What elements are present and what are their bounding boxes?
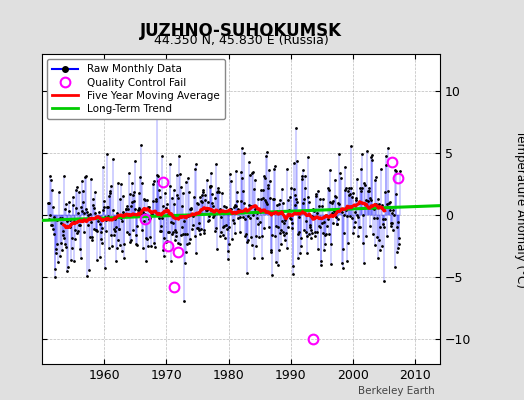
Text: 44.350 N, 45.830 E (Russia): 44.350 N, 45.830 E (Russia) bbox=[154, 34, 329, 47]
Text: JUZHNO-SUHOKUMSK: JUZHNO-SUHOKUMSK bbox=[140, 22, 342, 40]
Legend: Raw Monthly Data, Quality Control Fail, Five Year Moving Average, Long-Term Tren: Raw Monthly Data, Quality Control Fail, … bbox=[47, 59, 225, 119]
Y-axis label: Temperature Anomaly (°C): Temperature Anomaly (°C) bbox=[514, 130, 524, 288]
Text: Berkeley Earth: Berkeley Earth bbox=[358, 386, 435, 396]
